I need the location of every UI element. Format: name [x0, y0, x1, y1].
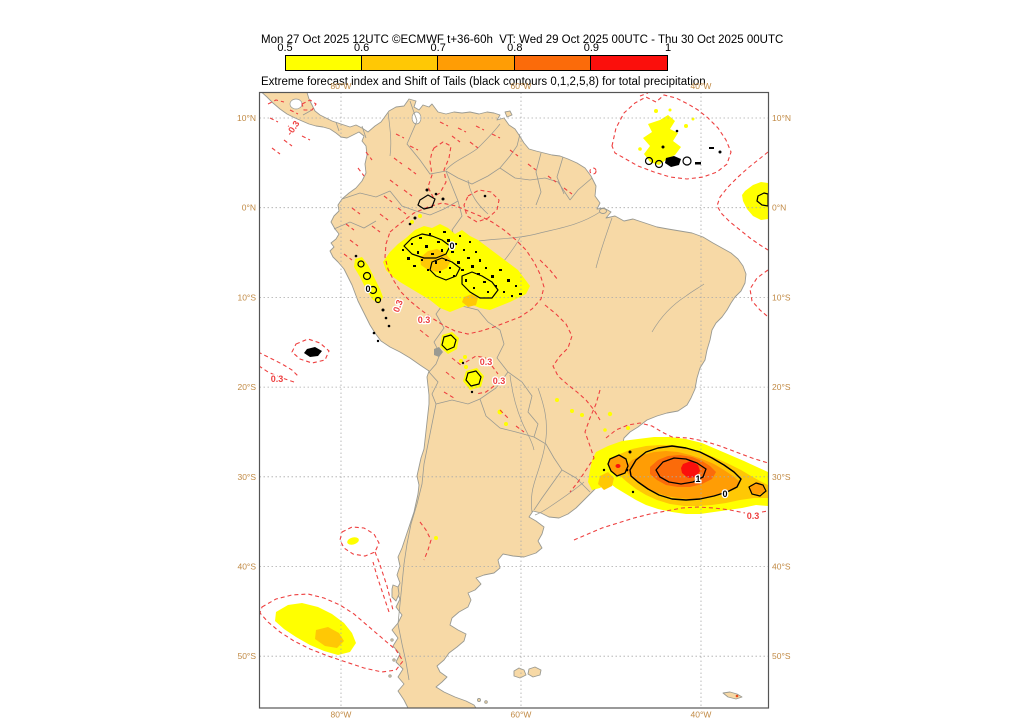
efi-contour-label: 0.3: [480, 357, 493, 367]
lat-label: 0°N: [242, 203, 256, 213]
lat-label: 50°S: [772, 651, 791, 661]
sot-contour-label-0: 0: [365, 284, 370, 294]
lat-label: 30°S: [772, 472, 791, 482]
lat-label: 0°N: [772, 203, 786, 213]
chart-title-line2: Extreme forecast index and Shift of Tail…: [261, 76, 706, 88]
lat-label: 50°S: [237, 651, 256, 661]
sot-contour-label-1: 1: [695, 474, 700, 484]
lon-label: 80°W: [331, 710, 352, 720]
efi-contour-label: 0.3: [271, 374, 284, 384]
legend-swatch-0.6: [361, 55, 439, 71]
lat-labels-left: 10°N 0°N 10°S 20°S 30°S 40°S 50°S: [237, 113, 256, 661]
legend-color-bar: [285, 55, 668, 71]
legend-swatch-0.7: [438, 55, 515, 71]
lat-label: 10°N: [772, 113, 791, 123]
efi-contour-label-negative: -0.3: [284, 119, 301, 137]
trinidad-island: [504, 110, 513, 118]
lat-label: 20°S: [772, 382, 791, 392]
lon-labels-bottom: 80°W 60°W 40°W: [331, 710, 712, 720]
south-georgia-efi-dot: [735, 694, 739, 698]
lat-label: 40°S: [772, 562, 791, 572]
sot-contour-label-0: 0: [449, 241, 454, 251]
legend-tick: 0.9: [583, 42, 600, 54]
south-america-landmass: [261, 92, 747, 708]
legend-swatch-0.5: [285, 55, 362, 71]
efi-legend: 0.5 0.6 0.7 0.8 0.9 1: [277, 42, 672, 74]
legend-swatch-0.8: [514, 55, 592, 71]
lat-label: 10°S: [772, 292, 791, 302]
efi-fill-layer: [275, 108, 768, 655]
legend-tick: 0.8: [507, 42, 523, 54]
land-layer: [261, 92, 747, 708]
lon-label: 60°W: [511, 81, 532, 91]
lon-label: 40°W: [691, 710, 712, 720]
efi-contour-layer: [259, 92, 769, 673]
legend-swatch-0.9: [591, 55, 668, 71]
lat-label: 30°S: [237, 472, 256, 482]
lon-label: 40°W: [691, 81, 712, 91]
marajo-island: [599, 208, 607, 214]
lat-label: 20°S: [237, 382, 256, 392]
lon-label: 60°W: [511, 710, 532, 720]
chart-header: Mon 27 Oct 2025 12UTC ©ECMWF t+36-60h VT…: [261, 5, 783, 103]
legend-tick: 0.7: [430, 42, 446, 54]
axis-labels: 80°W 60°W 40°W 80°W 60°W 40°W 10°N 0°N 1…: [237, 81, 791, 720]
legend-tick: 0.5: [277, 42, 293, 54]
legend-tick: 1: [664, 42, 672, 54]
lat-label: 10°S: [237, 292, 256, 302]
grid-layer: [259, 92, 769, 708]
lat-labels-right: 10°N 0°N 10°S 20°S 30°S 40°S 50°S: [772, 113, 791, 661]
lake-titicaca: [434, 347, 443, 357]
lakes-layer: [289, 98, 443, 357]
falkland-islands: [513, 666, 542, 679]
efi-contour-label: 0.3: [493, 376, 506, 386]
sot-contour-label-0: 0: [722, 489, 727, 499]
efi-contour-label: 0.3: [418, 315, 431, 325]
map-frame: [258, 91, 770, 709]
chart-title-line1: Mon 27 Oct 2025 12UTC ©ECMWF t+36-60h VT…: [261, 34, 784, 46]
south-georgia-island: [722, 691, 743, 700]
lat-label: 40°S: [237, 562, 256, 572]
lon-label: 80°W: [331, 81, 352, 91]
lat-label: 10°N: [237, 113, 256, 123]
legend-tick: 0.6: [353, 42, 370, 54]
lake-nicaragua: [289, 98, 303, 110]
chiloe-island: [391, 584, 400, 602]
lon-labels-top: 80°W 60°W 40°W: [331, 81, 712, 91]
efi-contour-label: 0.3: [747, 511, 760, 521]
